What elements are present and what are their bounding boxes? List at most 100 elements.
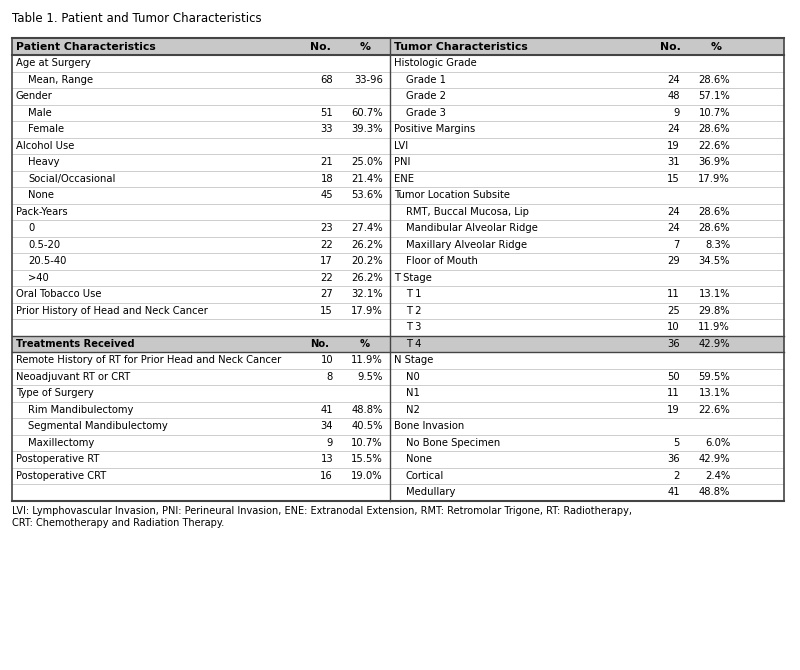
- Text: 53.6%: 53.6%: [351, 190, 383, 200]
- Text: Positive Margins: Positive Margins: [394, 124, 475, 134]
- Text: 11.9%: 11.9%: [698, 322, 730, 332]
- Text: 7: 7: [674, 240, 680, 250]
- Text: 13.1%: 13.1%: [698, 289, 730, 299]
- Text: 22: 22: [320, 240, 333, 250]
- Text: %: %: [359, 42, 370, 52]
- Text: N1: N1: [406, 388, 420, 398]
- Text: 24: 24: [667, 207, 680, 217]
- Text: 42.9%: 42.9%: [698, 339, 730, 349]
- Text: 13: 13: [320, 454, 333, 464]
- Text: Social/Occasional: Social/Occasional: [28, 174, 115, 184]
- Text: CRT: Chemotherapy and Radiation Therapy.: CRT: Chemotherapy and Radiation Therapy.: [12, 519, 224, 529]
- Text: 2: 2: [674, 471, 680, 481]
- Text: LVI: LVI: [394, 141, 408, 151]
- Text: 45: 45: [320, 190, 333, 200]
- Text: No.: No.: [310, 339, 330, 349]
- Text: 28.6%: 28.6%: [698, 223, 730, 233]
- Text: 57.1%: 57.1%: [698, 91, 730, 101]
- Text: Age at Surgery: Age at Surgery: [16, 58, 90, 68]
- Text: 15.5%: 15.5%: [351, 454, 383, 464]
- Text: Prior History of Head and Neck Cancer: Prior History of Head and Neck Cancer: [16, 306, 208, 316]
- Text: >40: >40: [28, 273, 49, 283]
- Text: Grade 3: Grade 3: [406, 108, 446, 118]
- Bar: [12, 336, 784, 352]
- Text: 9.5%: 9.5%: [358, 372, 383, 382]
- Text: 9: 9: [326, 438, 333, 448]
- Text: 41: 41: [320, 405, 333, 415]
- Text: 29: 29: [667, 256, 680, 266]
- Text: 23: 23: [320, 223, 333, 233]
- Text: 9: 9: [674, 108, 680, 118]
- Text: 0.5-20: 0.5-20: [28, 240, 60, 250]
- Text: 10: 10: [667, 322, 680, 332]
- Text: 48.8%: 48.8%: [352, 405, 383, 415]
- Text: 17.9%: 17.9%: [698, 174, 730, 184]
- Text: 24: 24: [667, 124, 680, 134]
- Text: 48: 48: [667, 91, 680, 101]
- Text: 36.9%: 36.9%: [698, 157, 730, 168]
- Text: N0: N0: [406, 372, 420, 382]
- Text: No Bone Specimen: No Bone Specimen: [406, 438, 500, 448]
- Text: Table 1. Patient and Tumor Characteristics: Table 1. Patient and Tumor Characteristi…: [12, 12, 262, 25]
- Text: 36: 36: [667, 339, 680, 349]
- Text: Bone Invasion: Bone Invasion: [394, 421, 464, 431]
- Text: 28.6%: 28.6%: [698, 75, 730, 84]
- Text: Cortical: Cortical: [406, 471, 444, 481]
- Text: 26.2%: 26.2%: [351, 273, 383, 283]
- Text: None: None: [28, 190, 54, 200]
- Text: 31: 31: [667, 157, 680, 168]
- Text: Floor of Mouth: Floor of Mouth: [406, 256, 478, 266]
- Text: 33-96: 33-96: [354, 75, 383, 84]
- Text: 28.6%: 28.6%: [698, 207, 730, 217]
- Text: 68: 68: [320, 75, 333, 84]
- Text: N2: N2: [406, 405, 420, 415]
- Text: 29.8%: 29.8%: [698, 306, 730, 316]
- Text: Maxillary Alveolar Ridge: Maxillary Alveolar Ridge: [406, 240, 527, 250]
- Text: Mandibular Alveolar Ridge: Mandibular Alveolar Ridge: [406, 223, 538, 233]
- Text: 11.9%: 11.9%: [351, 355, 383, 365]
- Text: Postoperative CRT: Postoperative CRT: [16, 471, 106, 481]
- Text: 2.4%: 2.4%: [705, 471, 730, 481]
- Text: 13.1%: 13.1%: [698, 388, 730, 398]
- Text: PNI: PNI: [394, 157, 410, 168]
- Text: 10.7%: 10.7%: [698, 108, 730, 118]
- Text: RMT, Buccal Mucosa, Lip: RMT, Buccal Mucosa, Lip: [406, 207, 529, 217]
- Text: 33: 33: [321, 124, 333, 134]
- Text: Female: Female: [28, 124, 64, 134]
- Text: None: None: [406, 454, 432, 464]
- Text: 20.2%: 20.2%: [351, 256, 383, 266]
- Text: 22.6%: 22.6%: [698, 405, 730, 415]
- Text: 34.5%: 34.5%: [698, 256, 730, 266]
- Text: 26.2%: 26.2%: [351, 240, 383, 250]
- Text: Grade 2: Grade 2: [406, 91, 446, 101]
- Text: 10.7%: 10.7%: [351, 438, 383, 448]
- Text: 15: 15: [320, 306, 333, 316]
- Text: 19.0%: 19.0%: [351, 471, 383, 481]
- Text: Medullary: Medullary: [406, 487, 455, 497]
- Text: 21: 21: [320, 157, 333, 168]
- Text: Patient Characteristics: Patient Characteristics: [16, 42, 156, 52]
- Text: 21.4%: 21.4%: [351, 174, 383, 184]
- Text: 48.8%: 48.8%: [698, 487, 730, 497]
- Text: 18: 18: [320, 174, 333, 184]
- Text: 22.6%: 22.6%: [698, 141, 730, 151]
- Text: 25.0%: 25.0%: [351, 157, 383, 168]
- Text: 16: 16: [320, 471, 333, 481]
- Text: Tumor Location Subsite: Tumor Location Subsite: [394, 190, 510, 200]
- Text: Treatments Received: Treatments Received: [16, 339, 134, 349]
- Text: 20.5-40: 20.5-40: [28, 256, 66, 266]
- Text: 50: 50: [667, 372, 680, 382]
- Text: 15: 15: [667, 174, 680, 184]
- Text: 19: 19: [667, 141, 680, 151]
- Text: 17: 17: [320, 256, 333, 266]
- Text: Histologic Grade: Histologic Grade: [394, 58, 477, 68]
- Text: Type of Surgery: Type of Surgery: [16, 388, 94, 398]
- Text: ENE: ENE: [394, 174, 414, 184]
- Text: 27.4%: 27.4%: [351, 223, 383, 233]
- Text: Oral Tobacco Use: Oral Tobacco Use: [16, 289, 102, 299]
- Text: T 3: T 3: [406, 322, 422, 332]
- Text: No.: No.: [659, 42, 681, 52]
- Text: Neoadjuvant RT or CRT: Neoadjuvant RT or CRT: [16, 372, 130, 382]
- Text: Mean, Range: Mean, Range: [28, 75, 93, 84]
- Text: LVI: Lymphovascular Invasion, PNI: Perineural Invasion, ENE: Extranodal Extensio: LVI: Lymphovascular Invasion, PNI: Perin…: [12, 507, 632, 517]
